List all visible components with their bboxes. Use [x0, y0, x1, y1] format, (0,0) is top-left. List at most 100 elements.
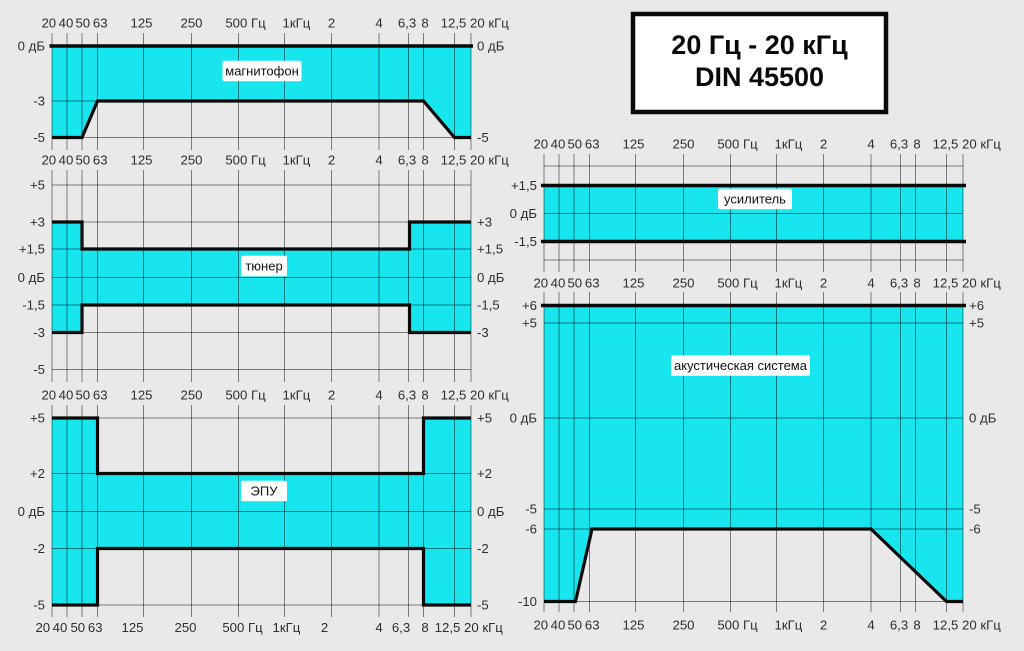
svg-text:4: 4 [375, 620, 382, 635]
svg-text:63: 63 [585, 618, 600, 633]
svg-text:-6: -6 [525, 522, 537, 537]
svg-text:50: 50 [75, 388, 90, 403]
svg-text:50: 50 [75, 16, 90, 31]
svg-text:-1,5: -1,5 [477, 298, 500, 313]
svg-text:2: 2 [328, 153, 335, 168]
svg-text:125: 125 [130, 153, 152, 168]
svg-text:250: 250 [672, 137, 694, 152]
svg-text:+1,5: +1,5 [19, 242, 45, 257]
svg-text:125: 125 [121, 620, 143, 635]
svg-text:6,3: 6,3 [398, 153, 416, 168]
svg-text:250: 250 [180, 16, 202, 31]
svg-text:2: 2 [820, 137, 827, 152]
svg-text:1кГц: 1кГц [283, 153, 311, 168]
svg-text:20 Гц - 20 кГц: 20 Гц - 20 кГц [671, 30, 848, 60]
svg-text:500 Гц: 500 Гц [717, 618, 758, 633]
svg-text:+5: +5 [30, 411, 45, 426]
svg-text:-1,5: -1,5 [22, 298, 45, 313]
svg-text:+2: +2 [30, 466, 45, 481]
svg-text:+1,5: +1,5 [477, 242, 503, 257]
svg-text:1кГц: 1кГц [775, 276, 803, 291]
svg-text:20 кГц: 20 кГц [470, 153, 509, 168]
svg-text:-3: -3 [33, 94, 45, 109]
svg-text:ЭПУ: ЭПУ [251, 484, 279, 499]
svg-text:20 кГц: 20 кГц [962, 137, 1001, 152]
svg-text:6,3: 6,3 [890, 137, 908, 152]
svg-text:50: 50 [567, 618, 582, 633]
svg-text:усилитель: усилитель [724, 192, 786, 207]
svg-text:+5: +5 [522, 316, 537, 331]
svg-text:20 кГц: 20 кГц [470, 388, 509, 403]
svg-text:8: 8 [421, 16, 428, 31]
svg-text:1кГц: 1кГц [775, 618, 803, 633]
svg-text:125: 125 [622, 618, 644, 633]
svg-text:-2: -2 [477, 541, 489, 556]
svg-text:12,5: 12,5 [441, 16, 467, 31]
svg-text:40: 40 [551, 276, 566, 291]
svg-text:-5: -5 [33, 598, 45, 613]
svg-text:20: 20 [35, 620, 50, 635]
svg-text:4: 4 [867, 137, 874, 152]
svg-text:250: 250 [174, 620, 196, 635]
svg-text:-10: -10 [518, 594, 537, 609]
svg-text:12,5: 12,5 [933, 276, 959, 291]
svg-text:20 кГц: 20 кГц [464, 620, 503, 635]
svg-text:акустическая система: акустическая система [674, 358, 808, 373]
svg-text:125: 125 [130, 16, 152, 31]
svg-text:4: 4 [867, 276, 874, 291]
svg-text:4: 4 [375, 16, 382, 31]
svg-text:1кГц: 1кГц [273, 620, 301, 635]
svg-text:0 дБ: 0 дБ [477, 270, 504, 285]
svg-text:0 дБ: 0 дБ [510, 206, 537, 221]
svg-text:50: 50 [70, 620, 85, 635]
svg-text:0 дБ: 0 дБ [477, 504, 504, 519]
svg-text:40: 40 [53, 620, 68, 635]
svg-text:20: 20 [41, 388, 56, 403]
svg-text:-1,5: -1,5 [514, 234, 537, 249]
svg-text:12,5: 12,5 [933, 618, 959, 633]
svg-text:125: 125 [622, 137, 644, 152]
svg-text:500 Гц: 500 Гц [225, 153, 266, 168]
svg-text:40: 40 [551, 618, 566, 633]
svg-text:0 дБ: 0 дБ [18, 270, 45, 285]
svg-text:DIN 45500: DIN 45500 [695, 62, 824, 92]
svg-text:+6: +6 [522, 298, 537, 313]
svg-text:-6: -6 [969, 522, 981, 537]
svg-text:+5: +5 [969, 316, 984, 331]
svg-text:0 дБ: 0 дБ [477, 39, 504, 54]
svg-text:2: 2 [328, 16, 335, 31]
svg-text:12,5: 12,5 [441, 153, 467, 168]
svg-text:+2: +2 [477, 466, 492, 481]
svg-text:6,3: 6,3 [398, 388, 416, 403]
svg-text:20: 20 [533, 137, 548, 152]
svg-text:250: 250 [672, 276, 694, 291]
svg-text:+1,5: +1,5 [511, 178, 537, 193]
svg-text:40: 40 [59, 153, 74, 168]
svg-text:8: 8 [913, 137, 920, 152]
svg-text:-5: -5 [477, 598, 489, 613]
svg-text:+5: +5 [477, 411, 492, 426]
svg-text:50: 50 [75, 153, 90, 168]
svg-text:тюнер: тюнер [245, 259, 282, 274]
svg-text:50: 50 [567, 137, 582, 152]
svg-text:250: 250 [672, 618, 694, 633]
svg-text:-3: -3 [33, 325, 45, 340]
svg-text:-5: -5 [969, 502, 981, 517]
svg-text:500 Гц: 500 Гц [717, 276, 758, 291]
svg-text:40: 40 [551, 137, 566, 152]
svg-text:1кГц: 1кГц [283, 16, 311, 31]
svg-text:63: 63 [93, 388, 108, 403]
svg-text:250: 250 [180, 153, 202, 168]
svg-text:4: 4 [375, 388, 382, 403]
svg-text:12,5: 12,5 [933, 137, 959, 152]
svg-text:20 кГц: 20 кГц [470, 16, 509, 31]
svg-text:-5: -5 [33, 362, 45, 377]
svg-text:2: 2 [321, 620, 328, 635]
svg-text:500 Гц: 500 Гц [717, 137, 758, 152]
svg-text:6,3: 6,3 [398, 16, 416, 31]
svg-text:-5: -5 [477, 130, 489, 145]
svg-text:0 дБ: 0 дБ [18, 504, 45, 519]
svg-text:125: 125 [622, 276, 644, 291]
svg-text:6,3: 6,3 [392, 620, 410, 635]
svg-text:-2: -2 [33, 541, 45, 556]
